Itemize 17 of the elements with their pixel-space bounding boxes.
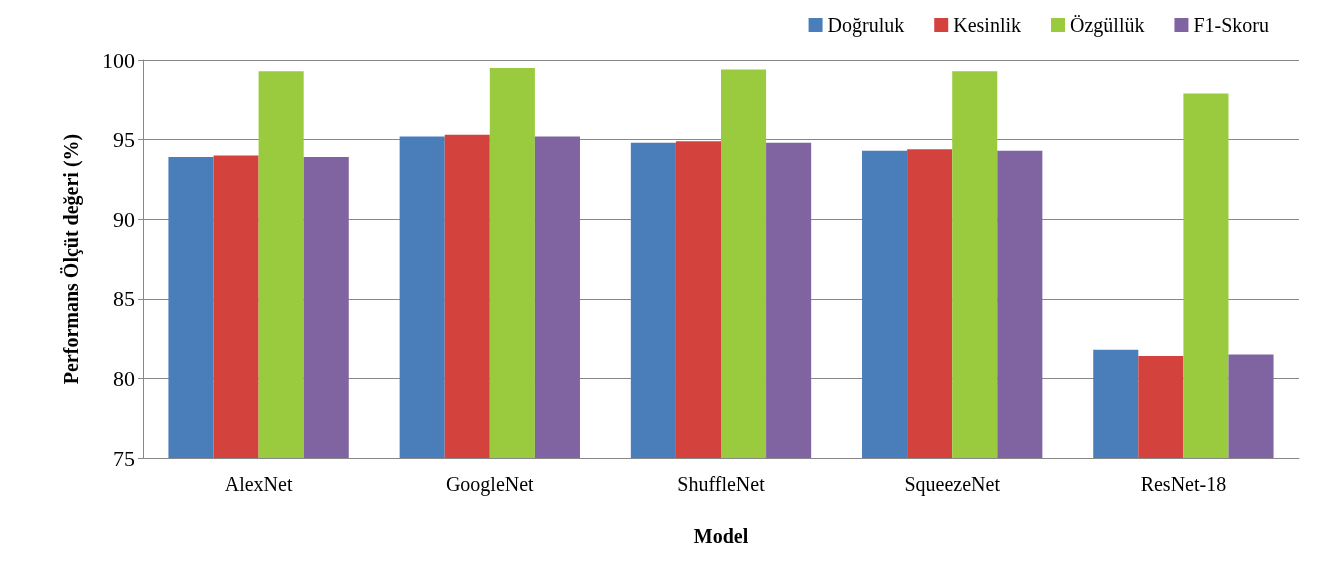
legend-label: F1-Skoru bbox=[1193, 14, 1270, 36]
x-tick-label: AlexNet bbox=[224, 473, 293, 495]
y-tick-label: 90 bbox=[113, 206, 135, 232]
x-tick-label: ShuffleNet bbox=[677, 473, 766, 495]
y-axis-title: Performans Ölçüt değeri (%) bbox=[60, 133, 83, 385]
y-tick-label: 95 bbox=[113, 127, 135, 153]
x-axis-title: Model bbox=[693, 525, 749, 547]
x-tick-label: ResNet-18 bbox=[1140, 473, 1227, 495]
y-tick-label: 80 bbox=[113, 365, 135, 391]
legend-label: Doğruluk bbox=[827, 14, 905, 37]
legend-label: Kesinlik bbox=[953, 14, 1022, 36]
x-tick-label: SqueezeNet bbox=[904, 473, 1001, 496]
legend-label: Özgüllük bbox=[1070, 14, 1145, 37]
y-tick-label: 75 bbox=[113, 445, 135, 471]
y-tick-label: 85 bbox=[113, 286, 135, 312]
y-tick-label: 100 bbox=[102, 47, 135, 73]
x-tick-label: GoogleNet bbox=[445, 473, 535, 496]
